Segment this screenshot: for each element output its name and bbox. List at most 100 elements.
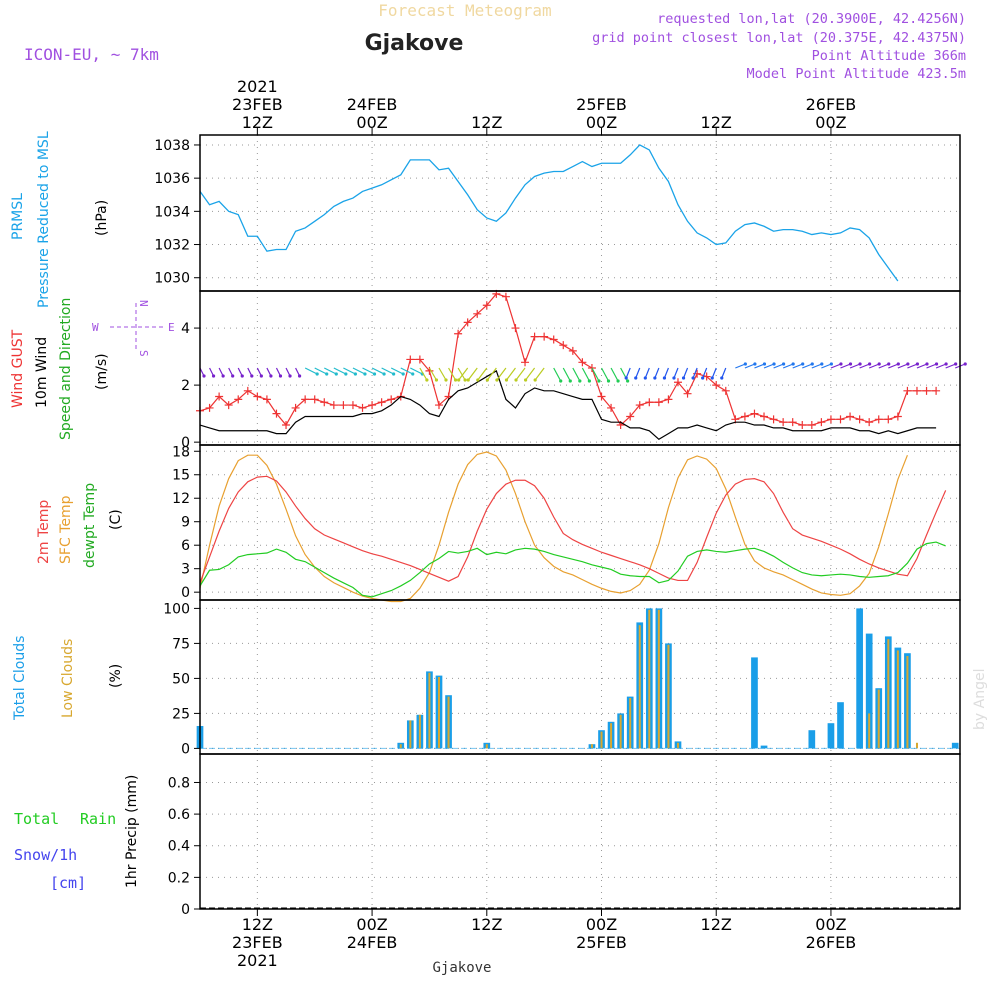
gust-marker <box>578 358 587 367</box>
wind-direction-arrowhead <box>839 362 843 366</box>
wind-direction-arrowhead <box>662 376 667 380</box>
wind-direction-arrowhead <box>240 374 244 378</box>
wind-direction-arrow <box>600 367 610 382</box>
wind-direction-arrow <box>802 363 813 369</box>
x-tick-label-top-time: 12Z <box>242 113 273 132</box>
compass-north: N <box>137 300 150 307</box>
wind-direction-arrowhead <box>231 374 235 378</box>
low-cloud-bar <box>638 625 641 749</box>
wind-direction-arrowhead <box>434 378 439 382</box>
prmsl-label: PRMSL <box>10 193 26 240</box>
rain-label: Rain <box>80 810 116 828</box>
wind-direction-arrow <box>830 363 842 369</box>
wind-direction-arrow <box>314 367 327 375</box>
wind-direction-arrow <box>458 367 469 381</box>
wind-direction-arrowhead <box>453 378 458 382</box>
y-tick-label: 1036 <box>154 171 190 187</box>
wind-speed-dir-label: Speed and Direction <box>58 298 74 440</box>
gust-marker <box>865 418 874 427</box>
y-tick-label: 25 <box>172 706 190 722</box>
x-tick-label-bottom-date: 25FEB <box>576 933 627 952</box>
wind-direction-arrowhead <box>457 378 461 382</box>
wind-direction-arrow <box>610 367 619 382</box>
wind-direction-arrowhead <box>504 378 509 382</box>
wind-direction-arrowhead <box>334 372 338 376</box>
model-label: ICON-EU, ~ 7km <box>24 45 159 64</box>
grid-lines <box>200 135 960 910</box>
gust-marker <box>282 421 291 430</box>
x-tick-label-bottom-year: 2021 <box>237 951 278 970</box>
wind-direction-arrowhead <box>743 362 747 366</box>
y-tick-label: 2 <box>181 378 190 394</box>
x-tick-label-top-date: 26FEB <box>806 95 857 114</box>
low-cloud-bar <box>485 744 488 749</box>
wind-direction-arrowhead <box>523 378 528 382</box>
wind-direction-arrow <box>371 367 385 375</box>
wind-direction-arrow <box>878 363 889 369</box>
gust-marker <box>234 395 243 404</box>
x-tick-label-bottom-date: 26FEB <box>806 933 857 952</box>
gust-marker <box>721 386 730 395</box>
y-tick-label: 75 <box>172 636 190 652</box>
wind-direction-arrowhead <box>221 374 225 378</box>
gust-marker <box>893 412 902 421</box>
x-tick-label-bottom-time: 00Z <box>586 915 617 934</box>
x-tick-label-top-time: 00Z <box>586 113 617 132</box>
wind-direction-arrowhead <box>762 362 767 366</box>
gust-marker <box>826 415 835 424</box>
wind-direction-arrowhead <box>753 362 757 366</box>
wind-direction-arrow <box>945 363 956 369</box>
gust-marker <box>769 415 778 424</box>
y-tick-label: 18 <box>172 444 190 460</box>
gust-marker <box>846 412 855 421</box>
wind-direction-arrowhead <box>906 362 910 366</box>
gust-marker <box>645 398 654 407</box>
wind-direction-arrow <box>702 367 708 379</box>
wind-direction-arrow <box>581 367 590 382</box>
wind-direction-arrow <box>477 367 488 381</box>
compass-rose: N W E S <box>92 300 175 357</box>
gust-marker <box>740 412 749 421</box>
wind-direction-arrowhead <box>944 362 948 366</box>
low-cloud-bar <box>600 731 603 749</box>
gust-marker <box>798 421 807 430</box>
gust-marker <box>387 395 396 404</box>
wind-direction-arrow <box>635 367 641 379</box>
gust-marker <box>434 401 443 410</box>
total-cloud-bar <box>865 633 873 749</box>
wind-10m-label: 10m Wind <box>34 337 50 408</box>
total-clouds-label: Total Clouds <box>12 636 28 721</box>
gust-marker <box>454 329 463 338</box>
wind-direction-arrowhead <box>250 374 254 378</box>
wind-direction-arrow <box>735 363 746 369</box>
wind-direction-arrow <box>381 367 394 375</box>
wind-direction-arrow <box>352 367 366 375</box>
wind-direction-arrowhead <box>701 376 705 380</box>
y-tick-label: 6 <box>181 538 190 554</box>
wind-direction-arrowhead <box>559 379 563 383</box>
wind-direction-arrowhead <box>466 378 470 382</box>
series-dewpt-temp <box>199 541 946 598</box>
low-cloud-bar <box>667 644 670 749</box>
wind-direction-arrowhead <box>606 379 611 383</box>
gust-marker <box>779 418 788 427</box>
y-tick-label: 0 <box>181 741 190 757</box>
gust-marker <box>874 415 883 424</box>
compass-south: S <box>137 350 150 357</box>
pressure-panel <box>199 134 961 292</box>
y-tick-label: 0.4 <box>168 839 190 855</box>
wind-direction-arrow <box>654 367 660 379</box>
wind-direction-arrow <box>390 367 404 375</box>
gust-marker <box>262 395 271 404</box>
wind-direction-arrow <box>486 367 497 381</box>
low-cloud-bar <box>887 639 890 749</box>
gust-marker <box>664 395 673 404</box>
y-tick-label: 0.2 <box>168 870 190 886</box>
wind-direction-arrow <box>419 367 428 381</box>
low-cloud-bar <box>877 689 880 749</box>
compass-east: E <box>168 321 175 334</box>
snow-unit-label: [cm] <box>50 874 86 892</box>
low-cloud-bar <box>590 744 593 749</box>
low-cloud-bar <box>906 656 909 749</box>
gust-marker <box>540 332 549 341</box>
